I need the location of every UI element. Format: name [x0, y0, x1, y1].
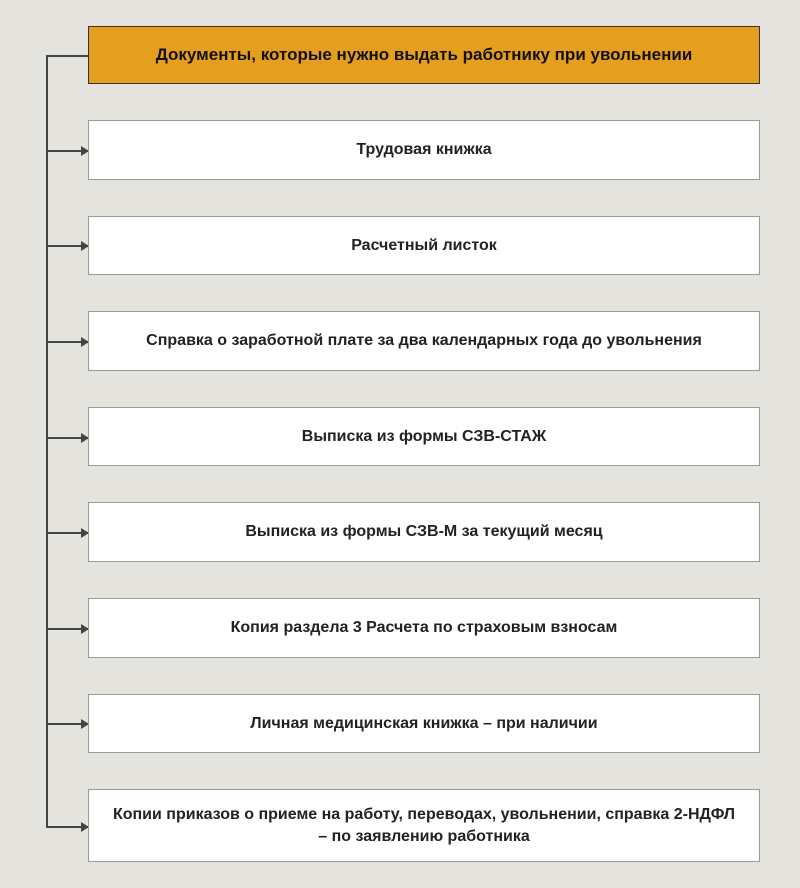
item-box-0: Трудовая книжка	[88, 120, 760, 180]
header-text: Документы, которые нужно выдать работник…	[156, 45, 693, 64]
connector-1	[46, 245, 88, 247]
diagram-container: Документы, которые нужно выдать работник…	[0, 0, 800, 888]
connector-0	[46, 150, 88, 152]
item-box-4: Выписка из формы СЗВ-М за текущий месяц	[88, 502, 760, 562]
item-text-4: Выписка из формы СЗВ-М за текущий месяц	[245, 523, 602, 540]
item-text-6: Личная медицинская книжка – при наличии	[250, 715, 597, 732]
connector-5	[46, 628, 88, 630]
connector-7	[46, 826, 88, 828]
item-box-1: Расчетный листок	[88, 216, 760, 276]
item-text-5: Копия раздела 3 Расчета по страховым взн…	[231, 619, 618, 636]
item-text-1: Расчетный листок	[351, 237, 497, 254]
item-text-2: Справка о заработной плате за два календ…	[146, 332, 702, 349]
connector-2	[46, 341, 88, 343]
item-text-3: Выписка из формы СЗВ-СТАЖ	[302, 428, 546, 445]
item-box-7: Копии приказов о приеме на работу, перев…	[88, 789, 760, 862]
item-box-3: Выписка из формы СЗВ-СТАЖ	[88, 407, 760, 467]
connector-4	[46, 532, 88, 534]
item-box-6: Личная медицинская книжка – при наличии	[88, 694, 760, 754]
connector-6	[46, 723, 88, 725]
header-connector	[46, 55, 88, 57]
item-box-5: Копия раздела 3 Расчета по страховым взн…	[88, 598, 760, 658]
item-text-7: Копии приказов о приеме на работу, перев…	[113, 806, 735, 845]
header-box: Документы, которые нужно выдать работник…	[88, 26, 760, 84]
item-box-2: Справка о заработной плате за два календ…	[88, 311, 760, 371]
trunk-line	[46, 55, 48, 827]
connector-3	[46, 437, 88, 439]
item-text-0: Трудовая книжка	[356, 141, 491, 158]
